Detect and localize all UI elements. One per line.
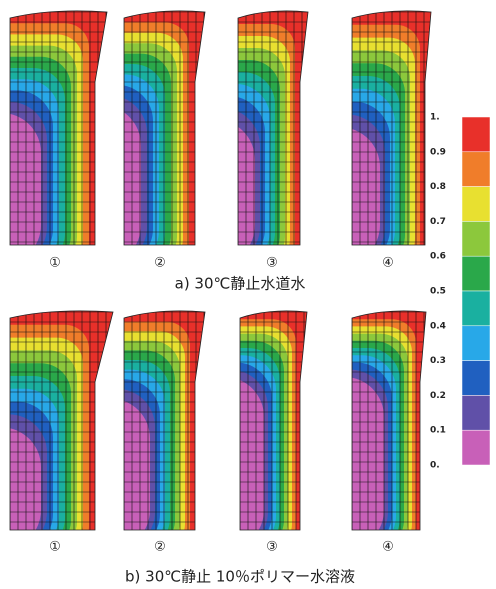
figure: ① ② ③ ④ a) 30℃静止水道水 ① ② ③ ④ b) 30℃静止 10％ポリマー水溶液 1.… (0, 0, 496, 589)
colorbar-label: 0.8 (430, 182, 446, 192)
panel-label: ③ (266, 540, 278, 555)
contour-band (292, 377, 384, 550)
colorbar-label: 0.2 (430, 391, 446, 401)
contour-panel (180, 302, 330, 550)
colorbar-swatch (462, 430, 490, 465)
colorbar-label: 0.1 (430, 426, 446, 436)
colorbar-label: 0.5 (430, 287, 446, 297)
caption: b) 30℃静止 10％ポリマー水溶液 (125, 568, 355, 586)
colorbar-swatch (462, 187, 490, 222)
contour-panel (292, 302, 450, 550)
colorbar-label: 1. (430, 113, 440, 123)
panel-label: ③ (266, 256, 278, 271)
panel-label: ② (154, 540, 166, 555)
contour-band (292, 127, 380, 265)
colorbar-swatch (462, 395, 490, 430)
panel-label: ① (49, 540, 61, 555)
colorbar-label: 0.9 (430, 147, 446, 157)
panel-label: ① (49, 256, 61, 271)
contour-panel (0, 2, 125, 265)
colorbar-label: 0.6 (430, 252, 446, 262)
colorbar-label: 0.7 (430, 217, 446, 227)
colorbar-label: 0.3 (430, 356, 446, 366)
colorbar-swatch (462, 256, 490, 291)
colorbar-swatch (462, 326, 490, 361)
colorbar-swatch (462, 152, 490, 187)
colorbar-label: 0.4 (430, 321, 446, 331)
colorbar-swatch (462, 117, 490, 152)
colorbar-swatch (462, 361, 490, 396)
panel-label: ④ (382, 540, 394, 555)
colorbar-swatch (462, 221, 490, 256)
colorbar-swatch (462, 291, 490, 326)
caption: a) 30℃静止水道水 (175, 275, 306, 293)
panel-label: ② (154, 256, 166, 271)
colorbar-label: 0. (430, 461, 440, 471)
panel-label: ④ (382, 256, 394, 271)
